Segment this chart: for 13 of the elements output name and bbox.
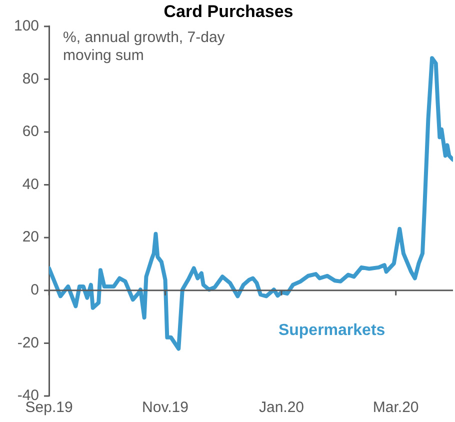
y-tick-label: -20 xyxy=(17,334,40,352)
x-tick-label: Mar.20 xyxy=(372,399,419,416)
chart-title: Card Purchases xyxy=(164,2,294,21)
x-tick-label: Jan.20 xyxy=(258,399,304,416)
y-tick-label: 20 xyxy=(22,228,40,246)
y-tick-label: 0 xyxy=(30,282,40,299)
y-tick-label: 40 xyxy=(22,176,40,193)
x-tick-label: Nov.19 xyxy=(142,399,188,416)
y-tick-label: 100 xyxy=(14,18,40,35)
y-tick-label: 60 xyxy=(22,123,40,140)
series-label: Supermarkets xyxy=(278,322,386,339)
y-tick-label: 80 xyxy=(22,70,40,88)
annotation: %, annual growth, 7-day moving sum xyxy=(63,29,226,64)
